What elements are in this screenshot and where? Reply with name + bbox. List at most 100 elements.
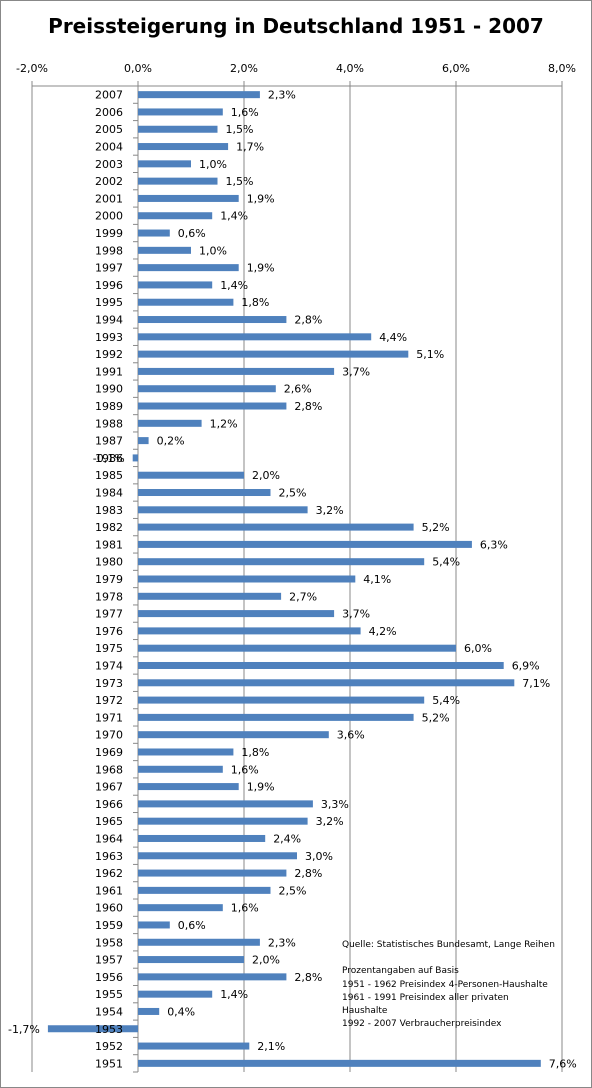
- basis-line-1: 1951 - 1962 Preisindex 4-Personen-Hausha…: [342, 980, 548, 990]
- bar: [138, 575, 356, 583]
- bar: [138, 886, 271, 894]
- category-label: 1960: [95, 902, 123, 915]
- category-label: 1961: [95, 884, 123, 897]
- category-label: 1955: [95, 988, 123, 1001]
- value-label: 3,2%: [316, 815, 344, 828]
- value-label: 2,0%: [252, 954, 280, 967]
- value-label: 2,0%: [252, 469, 280, 482]
- category-label: 1952: [95, 1040, 123, 1053]
- category-label: 1987: [95, 435, 123, 448]
- category-label: 1967: [95, 781, 123, 794]
- category-label: 1980: [95, 556, 123, 569]
- category-label: 1974: [95, 659, 123, 672]
- category-label: 1995: [95, 296, 123, 309]
- x-tick-label: -2,0%: [16, 62, 48, 75]
- value-label: 1,9%: [247, 192, 275, 205]
- bar: [138, 852, 297, 860]
- category-label: 1979: [95, 573, 123, 586]
- bar: [138, 765, 223, 773]
- bar: [138, 956, 244, 964]
- value-label: 2,1%: [257, 1040, 285, 1053]
- category-label: 2002: [95, 175, 123, 188]
- category-label: 1982: [95, 521, 123, 534]
- category-label: 1954: [95, 1005, 123, 1018]
- value-label: 3,7%: [342, 608, 370, 621]
- category-label: 1993: [95, 331, 123, 344]
- category-label: 2007: [95, 89, 123, 102]
- bar: [138, 800, 313, 808]
- category-label: 1991: [95, 365, 123, 378]
- value-label: 5,1%: [416, 348, 444, 361]
- value-label: 1,0%: [199, 244, 227, 257]
- category-label: 1958: [95, 936, 123, 949]
- value-label: 6,9%: [512, 659, 540, 672]
- category-label: 1984: [95, 487, 123, 500]
- category-label: 1953: [95, 1023, 123, 1036]
- value-label: 1,6%: [231, 106, 259, 119]
- value-label: 2,8%: [294, 867, 322, 880]
- category-label: 2001: [95, 192, 123, 205]
- bar: [138, 489, 271, 497]
- value-label: 1,9%: [247, 781, 275, 794]
- value-label: 1,2%: [210, 417, 238, 430]
- bar: [138, 298, 234, 306]
- x-tick-label: 2,0%: [230, 62, 258, 75]
- category-label: 1971: [95, 711, 123, 724]
- category-label: 1985: [95, 469, 123, 482]
- value-label: 4,4%: [379, 331, 407, 344]
- value-label: 3,2%: [316, 504, 344, 517]
- bar: [138, 904, 223, 912]
- bar: [138, 817, 308, 825]
- source-note: Quelle: Statistisches Bundesamt, Lange R…: [342, 940, 555, 950]
- bar: [138, 143, 229, 151]
- bar: [138, 385, 276, 393]
- category-label: 1998: [95, 244, 123, 257]
- bar: [138, 731, 329, 739]
- bar: [138, 419, 202, 427]
- bar: [138, 506, 308, 514]
- bar: [138, 246, 191, 254]
- bar: [138, 696, 425, 704]
- category-label: 1977: [95, 608, 123, 621]
- bar: [138, 194, 239, 202]
- bar: [138, 973, 287, 981]
- category-label: 1981: [95, 538, 123, 551]
- bar: [138, 125, 218, 133]
- value-label: 4,1%: [363, 573, 391, 586]
- value-label: 3,7%: [342, 365, 370, 378]
- x-tick-label: 6,0%: [442, 62, 470, 75]
- value-label: 2,8%: [294, 314, 322, 327]
- bar: [138, 402, 287, 410]
- bar: [138, 316, 287, 324]
- category-label: 1986: [95, 452, 123, 465]
- category-label: 1962: [95, 867, 123, 880]
- value-label: -1,7%: [8, 1023, 40, 1036]
- value-label: 1,7%: [236, 141, 264, 154]
- value-label: 1,5%: [226, 123, 254, 136]
- category-label: 1973: [95, 677, 123, 690]
- category-label: 1999: [95, 227, 123, 240]
- category-label: 1989: [95, 400, 123, 413]
- category-label: 1951: [95, 1057, 123, 1070]
- category-label: 1969: [95, 746, 123, 759]
- category-label: 1956: [95, 971, 123, 984]
- value-label: 2,4%: [273, 832, 301, 845]
- value-label: 2,8%: [294, 971, 322, 984]
- category-label: 1994: [95, 314, 123, 327]
- bar: [138, 644, 456, 652]
- bar: [138, 212, 213, 220]
- value-label: 1,9%: [247, 262, 275, 275]
- value-label: 5,2%: [422, 711, 450, 724]
- value-label: 0,2%: [157, 435, 185, 448]
- value-label: 5,2%: [422, 521, 450, 534]
- value-label: 5,4%: [432, 694, 460, 707]
- category-label: 1959: [95, 919, 123, 932]
- category-label: 1965: [95, 815, 123, 828]
- bar: [138, 679, 515, 687]
- category-label: 2000: [95, 210, 123, 223]
- value-label: 0,6%: [178, 227, 206, 240]
- category-label: 2005: [95, 123, 123, 136]
- value-label: 7,6%: [549, 1057, 577, 1070]
- value-label: 2,3%: [268, 936, 296, 949]
- category-label: 1975: [95, 642, 123, 655]
